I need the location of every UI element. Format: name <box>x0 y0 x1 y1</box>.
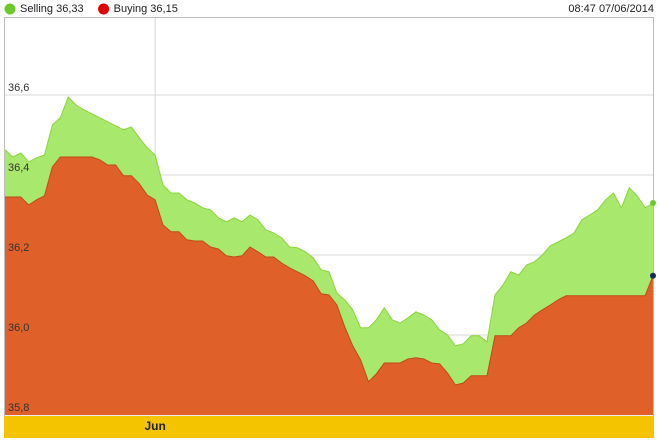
legend-label: Selling 36,33 <box>20 3 84 15</box>
line <box>4 96 654 347</box>
y-tick-label: 36,4 <box>8 162 29 174</box>
y-tick-label: 36,0 <box>8 322 29 334</box>
y-tick-label: 36,2 <box>8 242 29 254</box>
timestamp: 08:47 07/06/2014 <box>568 3 654 15</box>
y-tick-label: 35,8 <box>8 402 29 414</box>
x-tick-label: Jun <box>144 419 165 433</box>
legend-label: Buying 36,15 <box>114 3 178 15</box>
line <box>5 156 654 386</box>
legend-marker <box>4 3 16 15</box>
end-point <box>650 200 656 206</box>
y-tick-label: 36,6 <box>8 82 29 94</box>
end-point <box>650 272 656 279</box>
area <box>5 157 653 415</box>
legend-marker <box>98 3 110 15</box>
x-axis-band <box>4 416 654 438</box>
